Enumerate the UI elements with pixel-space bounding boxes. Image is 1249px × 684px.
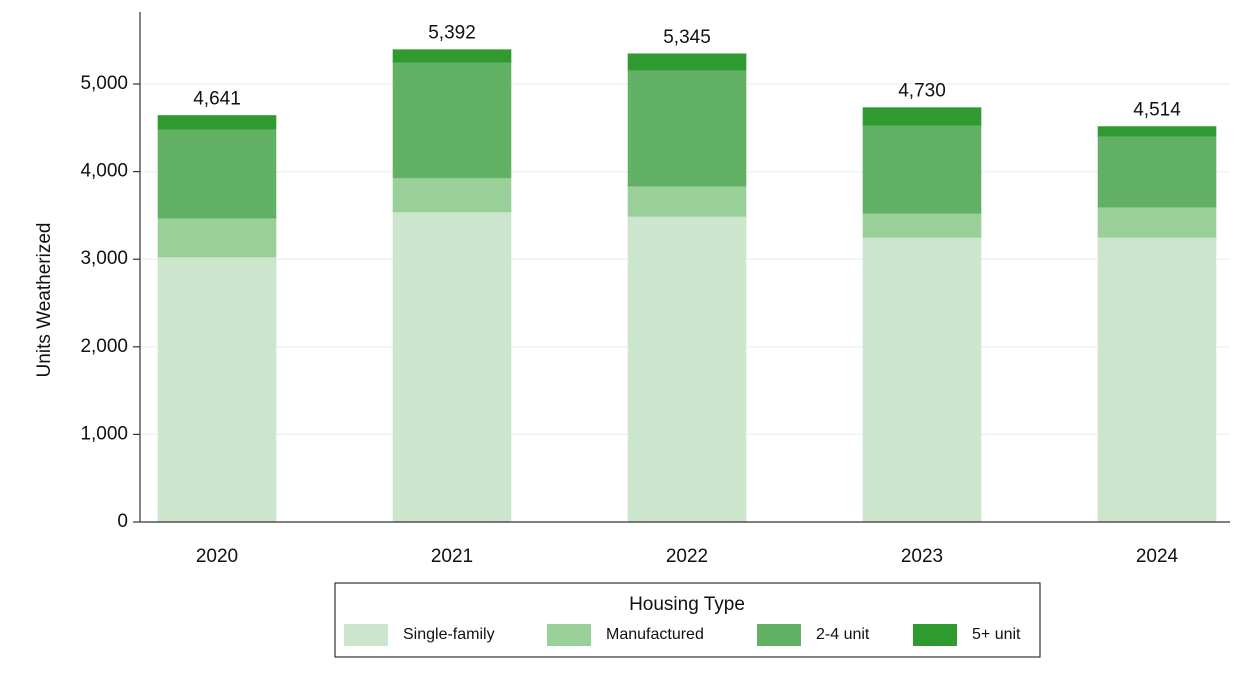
x-tick-label: 2020 bbox=[196, 546, 238, 567]
legend-label: 5+ unit bbox=[972, 626, 1021, 643]
y-tick-label: 3,000 bbox=[80, 248, 128, 269]
bar-segment bbox=[862, 212, 982, 238]
legend-label: 2-4 unit bbox=[816, 626, 870, 643]
bar-segment bbox=[1097, 236, 1217, 523]
bar-segment bbox=[157, 256, 277, 523]
legend-swatch bbox=[757, 624, 801, 646]
y-tick-label: 0 bbox=[117, 511, 128, 532]
bar-segment bbox=[862, 124, 982, 214]
bar-segment bbox=[392, 177, 512, 213]
bar-segment bbox=[627, 215, 747, 523]
bar-segment bbox=[392, 61, 512, 179]
bar-segment bbox=[157, 114, 277, 130]
total-label: 4,514 bbox=[1133, 100, 1181, 121]
bar-segment bbox=[627, 185, 747, 217]
total-label: 4,641 bbox=[193, 88, 241, 109]
bar-segment bbox=[157, 128, 277, 219]
total-label: 5,392 bbox=[428, 23, 476, 44]
legend-swatch bbox=[913, 624, 957, 646]
bar-segment bbox=[1097, 126, 1217, 137]
y-tick-label: 2,000 bbox=[80, 336, 128, 357]
bar-segment bbox=[862, 107, 982, 126]
legend-label: Manufactured bbox=[606, 626, 704, 643]
x-tick-label: 2022 bbox=[666, 546, 708, 567]
legend-swatch bbox=[344, 624, 388, 646]
y-tick-label: 5,000 bbox=[80, 73, 128, 94]
x-tick-label: 2023 bbox=[901, 546, 943, 567]
bar-segment bbox=[627, 53, 747, 71]
legend-swatch bbox=[547, 624, 591, 646]
bar-segment bbox=[392, 49, 512, 63]
bar-segment bbox=[157, 217, 277, 258]
bar-segment bbox=[1097, 206, 1217, 238]
bar-segment bbox=[392, 211, 512, 523]
y-tick-label: 1,000 bbox=[80, 423, 128, 444]
legend-title: Housing Type bbox=[629, 594, 745, 615]
total-label: 5,345 bbox=[663, 27, 711, 48]
y-axis-title: Units Weatherized bbox=[34, 223, 55, 378]
y-tick-label: 4,000 bbox=[80, 161, 128, 182]
x-tick-label: 2021 bbox=[431, 546, 473, 567]
bar-segment bbox=[1097, 135, 1217, 208]
total-label: 4,730 bbox=[898, 81, 946, 102]
bar-segment bbox=[627, 69, 747, 187]
legend-label: Single-family bbox=[403, 626, 495, 643]
bar-segment bbox=[862, 236, 982, 523]
x-tick-label: 2024 bbox=[1136, 546, 1179, 567]
